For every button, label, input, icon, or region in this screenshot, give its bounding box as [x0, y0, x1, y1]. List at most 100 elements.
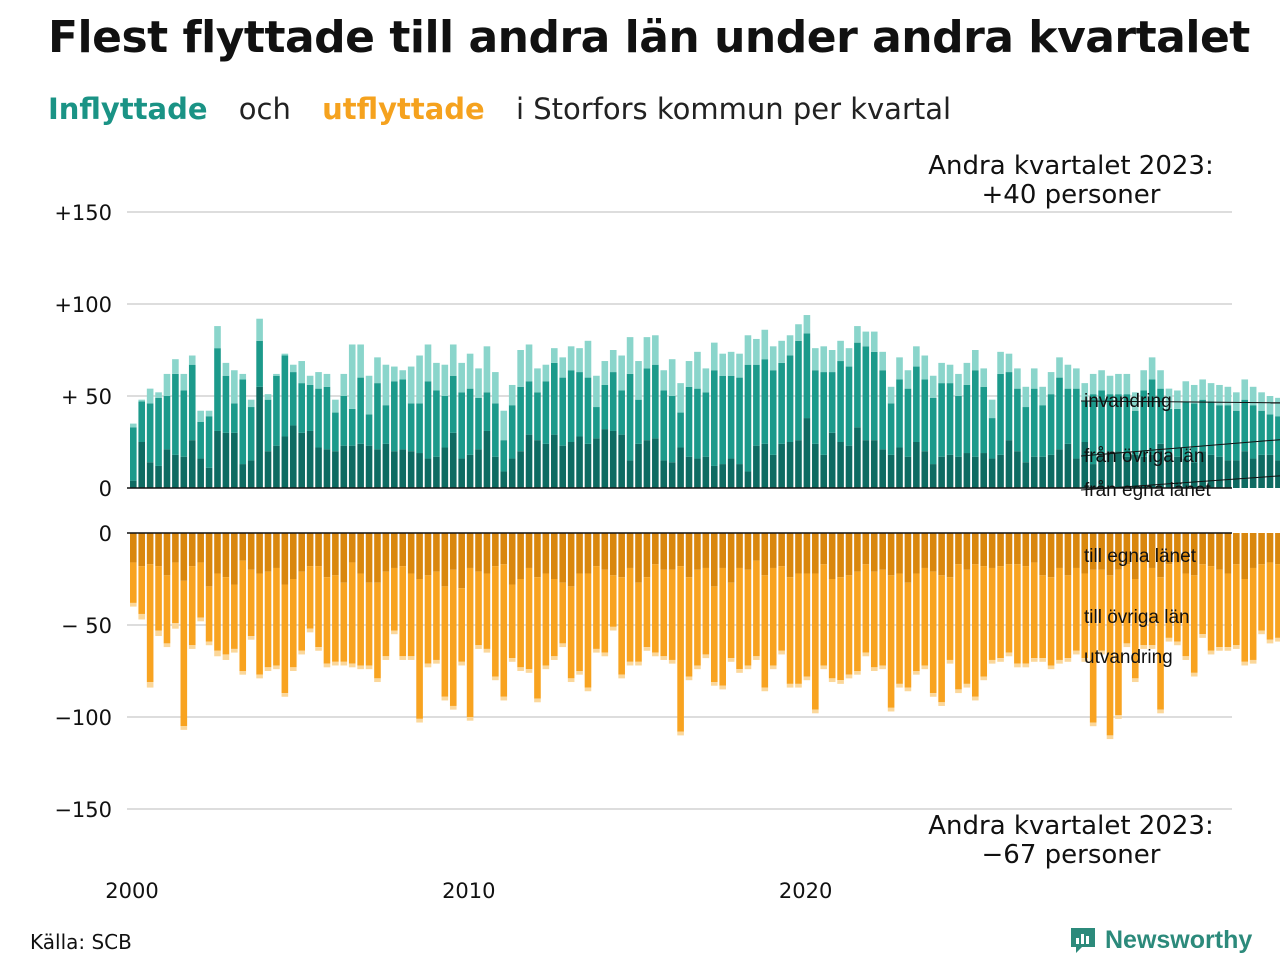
bar-out-emigration [685, 676, 693, 681]
bar-in-immigration [197, 410, 204, 422]
bar-in-local [786, 442, 794, 488]
bar-out-other-county [559, 582, 567, 644]
bar-in-immigration [500, 410, 508, 441]
bar-out-local [1199, 533, 1206, 565]
bar-in-immigration [416, 355, 423, 404]
bar-in-immigration [542, 364, 550, 382]
brand-name: Newsworthy [1105, 925, 1253, 954]
bar-out-other-county [576, 573, 583, 671]
bar-in-local [1241, 451, 1249, 488]
bar-in-immigration [946, 364, 954, 384]
bar-out-local [786, 533, 794, 578]
bar-in-immigration [1056, 357, 1063, 378]
bar-out-local [820, 533, 828, 565]
bar-out-local [172, 533, 179, 563]
bar-out-emigration [458, 661, 465, 666]
bar-out-local [449, 533, 457, 570]
bar-out-emigration [416, 718, 423, 723]
bar-in-immigration [466, 353, 474, 389]
bar-out-emigration [138, 613, 146, 620]
bar-in-local [458, 458, 465, 488]
bar-in-other-county [879, 370, 886, 450]
bar-in-other-county [870, 351, 878, 441]
bar-out-other-county [1106, 575, 1114, 736]
bar-in-other-county [1081, 401, 1089, 442]
label-leader-top [1080, 475, 1280, 491]
subtitle-inflyttade: Inflyttade [48, 92, 208, 126]
bar-out-other-county [1098, 569, 1105, 651]
bar-in-immigration [736, 353, 743, 378]
bar-out-other-county [374, 582, 381, 679]
bar-in-immigration [1190, 384, 1198, 404]
bar-in-local [913, 442, 920, 488]
bar-out-other-county [315, 566, 322, 648]
bar-in-immigration [879, 351, 886, 371]
bar-in-immigration [963, 362, 971, 385]
bar-out-other-county [534, 577, 541, 699]
bar-in-other-county [778, 362, 785, 444]
bar-out-other-county [601, 569, 609, 653]
bar-in-other-county [812, 370, 819, 444]
bar-out-other-county [239, 560, 247, 671]
bar-in-immigration [643, 337, 651, 369]
bar-out-emigration [887, 707, 895, 712]
bar-in-local [921, 451, 929, 488]
bar-out-other-county [483, 573, 491, 649]
bar-in-other-county [938, 383, 945, 457]
bar-out-emigration [702, 654, 710, 659]
bar-in-other-county [1115, 394, 1122, 452]
bar-in-local [289, 425, 297, 488]
bar-in-local [273, 445, 280, 488]
bar-out-other-county [946, 577, 954, 660]
bar-out-local [559, 533, 567, 583]
ytick-label-top: +150 [54, 201, 112, 225]
bar-in-immigration [424, 344, 432, 382]
bar-in-other-county [466, 388, 474, 455]
bar-out-emigration [365, 665, 373, 670]
bar-out-local [1216, 533, 1223, 570]
bar-in-local [332, 451, 339, 488]
bar-in-other-county [921, 379, 929, 452]
bar-out-other-county [551, 579, 558, 657]
bar-in-other-county [1047, 394, 1055, 455]
bar-in-other-county [1073, 388, 1080, 459]
bar-out-other-county [643, 577, 651, 648]
bar-in-immigration [1115, 373, 1122, 395]
bar-in-immigration [525, 344, 533, 382]
bar-in-immigration [1123, 373, 1131, 395]
bar-in-local [1005, 440, 1013, 488]
bar-out-emigration [475, 645, 482, 649]
bar-out-local [508, 533, 516, 585]
bar-out-emigration [710, 682, 718, 686]
bar-out-local [424, 533, 432, 576]
bar-in-local [348, 445, 356, 488]
bar-out-local [500, 533, 508, 565]
bar-out-local [668, 533, 676, 570]
bar-out-local [138, 533, 146, 567]
bar-in-immigration [163, 373, 171, 396]
bar-in-local [938, 456, 945, 488]
bar-in-immigration [222, 362, 230, 376]
bar-in-local [1190, 462, 1198, 488]
bar-out-other-county [820, 564, 828, 666]
bar-in-local [896, 447, 903, 488]
bar-in-other-county [896, 379, 903, 448]
chart-subtitle: Inflyttade och utflyttade i Storfors kom… [48, 92, 973, 126]
bar-in-other-county [289, 372, 297, 426]
bar-in-immigration [609, 350, 617, 373]
bar-out-emigration [1182, 656, 1190, 660]
bar-out-emigration [736, 669, 743, 673]
bar-out-emigration [155, 630, 162, 637]
series-label-top: från övriga län [1084, 446, 1204, 467]
bar-in-immigration [761, 329, 769, 360]
bar-in-immigration [913, 346, 920, 367]
bar-out-local [458, 533, 465, 589]
bar-in-local [1275, 460, 1280, 488]
bar-out-emigration [660, 656, 668, 660]
bar-out-other-county [921, 567, 929, 666]
bar-in-immigration [323, 373, 331, 387]
bar-out-local [273, 533, 280, 568]
bar-in-other-county [1030, 388, 1038, 457]
bar-in-local [1064, 443, 1072, 488]
bar-out-local [146, 533, 154, 565]
